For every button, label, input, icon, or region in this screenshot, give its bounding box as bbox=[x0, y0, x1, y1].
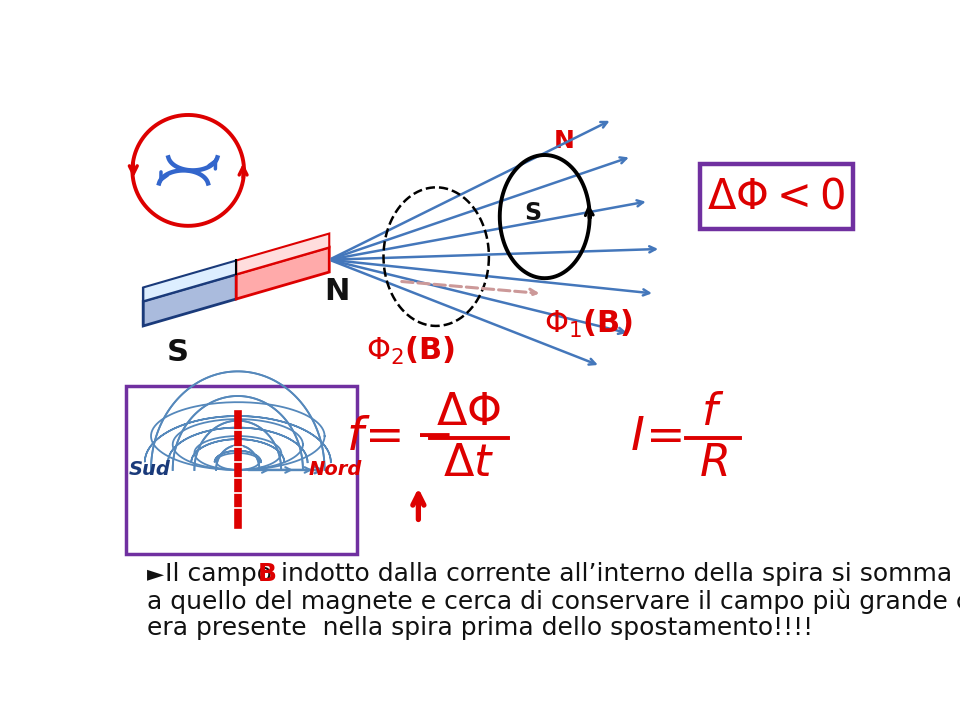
Polygon shape bbox=[236, 233, 329, 274]
Text: ►: ► bbox=[147, 564, 164, 584]
Text: $R$: $R$ bbox=[699, 441, 728, 484]
Text: Il campo: Il campo bbox=[165, 562, 280, 586]
Text: indotto dalla corrente all’interno della spira si somma: indotto dalla corrente all’interno della… bbox=[273, 562, 951, 586]
Text: $f\!=\!-$: $f\!=\!-$ bbox=[347, 415, 451, 460]
Text: era presente  nella spira prima dello spostamento!!!!: era presente nella spira prima dello spo… bbox=[147, 616, 813, 640]
FancyBboxPatch shape bbox=[126, 386, 357, 554]
Text: S: S bbox=[524, 201, 541, 225]
Text: $I\!=\!$: $I\!=\!$ bbox=[631, 415, 683, 460]
Polygon shape bbox=[143, 260, 236, 301]
Text: $\Delta\Phi < 0$: $\Delta\Phi < 0$ bbox=[708, 176, 846, 217]
Text: $\Phi_1\mathbf{(B)}$: $\Phi_1\mathbf{(B)}$ bbox=[544, 308, 634, 340]
Polygon shape bbox=[236, 247, 329, 299]
Text: B: B bbox=[258, 562, 276, 586]
Text: Nord: Nord bbox=[309, 460, 362, 479]
Text: $\Phi_2\mathbf{(B)}$: $\Phi_2\mathbf{(B)}$ bbox=[366, 334, 455, 366]
Text: a quello del magnete e cerca di conservare il campo più grande che: a quello del magnete e cerca di conserva… bbox=[147, 588, 960, 614]
Polygon shape bbox=[143, 274, 236, 326]
Text: $\Delta t$: $\Delta t$ bbox=[444, 441, 494, 484]
FancyBboxPatch shape bbox=[700, 164, 853, 229]
Text: N: N bbox=[554, 129, 574, 153]
Text: $\Delta\Phi$: $\Delta\Phi$ bbox=[436, 390, 501, 434]
Text: Sud: Sud bbox=[129, 460, 170, 479]
Text: $f$: $f$ bbox=[701, 390, 725, 434]
Text: N: N bbox=[324, 277, 349, 306]
Text: S: S bbox=[167, 338, 189, 367]
